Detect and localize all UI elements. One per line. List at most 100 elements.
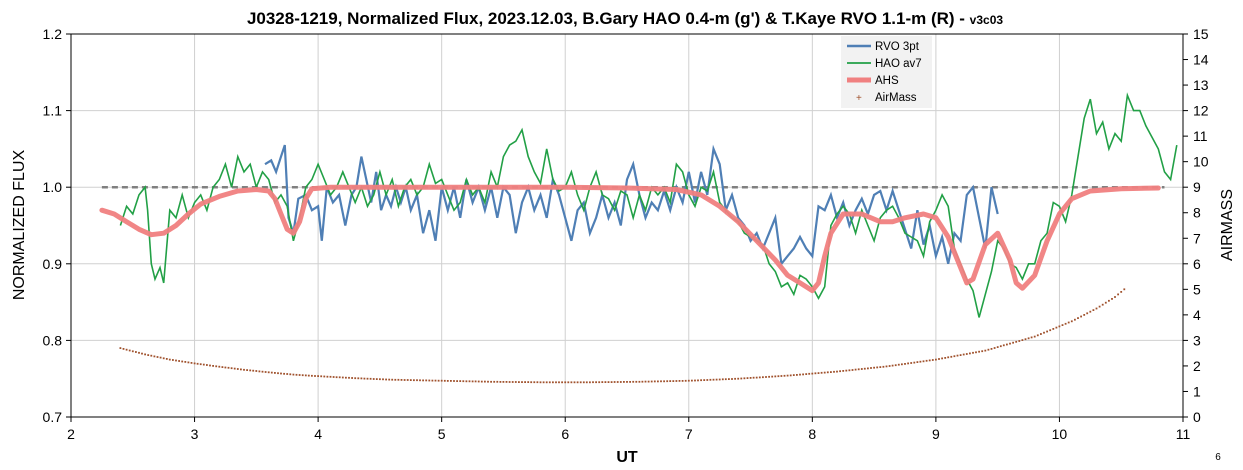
- airmass-point: [434, 379, 437, 382]
- airmass-point: [406, 379, 409, 381]
- airmass-point: [891, 364, 894, 367]
- airmass-point: [446, 380, 449, 382]
- airmass-point: [354, 377, 357, 380]
- airmass-point: [879, 366, 882, 368]
- airmass-point: [450, 380, 452, 382]
- airmass-point: [632, 380, 635, 383]
- airmass-point: [944, 357, 947, 359]
- airmass-point: [468, 380, 471, 383]
- airmass-point: [382, 378, 384, 381]
- legend-label-ahs: AHS: [875, 75, 899, 87]
- airmass-point: [514, 381, 517, 383]
- airmass-point: [653, 380, 656, 383]
- airmass-point: [1049, 329, 1052, 332]
- airmass-point: [601, 381, 604, 383]
- airmass-point: [144, 353, 146, 356]
- airmass-point: [901, 363, 903, 366]
- airmass-point: [870, 367, 872, 369]
- airmass-point: [752, 376, 755, 379]
- airmass-point: [403, 379, 406, 381]
- airmass-point: [536, 381, 539, 384]
- airmass-point: [904, 363, 906, 365]
- airmass-point: [712, 378, 715, 381]
- airmass-point: [687, 379, 690, 382]
- y2-tick-label: 3: [1193, 332, 1201, 348]
- airmass-point: [650, 380, 653, 383]
- airmass-point: [317, 375, 319, 377]
- airmass-point: [922, 360, 925, 363]
- airmass-point: [935, 358, 937, 361]
- airmass-point: [477, 380, 480, 383]
- airmass-point: [1027, 337, 1030, 340]
- airmass-point: [224, 366, 227, 369]
- chart-title: J0328-1219, Normalized Flux, 2023.12.03,…: [247, 9, 1003, 28]
- airmass-point: [141, 352, 143, 355]
- airmass-point: [264, 371, 267, 373]
- airmass-point: [1046, 330, 1048, 333]
- airmass-point: [119, 347, 122, 349]
- airmass-point: [820, 371, 823, 374]
- airmass-point: [894, 364, 897, 367]
- airmass-point: [808, 372, 811, 375]
- airmass-point: [147, 354, 150, 356]
- airmass-point: [1064, 322, 1067, 325]
- airmass-point: [836, 370, 838, 373]
- airmass-point: [206, 364, 208, 366]
- airmass-point: [959, 354, 962, 356]
- airmass-point: [873, 366, 875, 369]
- airmass-point: [524, 381, 526, 383]
- airmass-point: [851, 369, 854, 371]
- page-number: 6: [1215, 452, 1221, 463]
- airmass-point: [366, 377, 369, 380]
- airmass-point: [375, 378, 378, 380]
- airmass-point: [888, 365, 891, 367]
- airmass-point: [453, 380, 455, 382]
- y-axis-title: NORMALIZED FLUX: [11, 150, 28, 301]
- airmass-point: [153, 355, 156, 358]
- airmass-point: [783, 374, 786, 377]
- airmass-point: [610, 381, 613, 383]
- airmass-point: [184, 361, 187, 363]
- airmass-point: [456, 380, 458, 382]
- airmass-point: [830, 371, 832, 373]
- airmass-point: [1092, 309, 1095, 311]
- airmass-point: [734, 377, 736, 380]
- airmass-point: [907, 362, 909, 365]
- airmass-point: [724, 378, 727, 381]
- legend-box: [841, 36, 932, 108]
- airmass-point: [576, 381, 579, 384]
- airmass-point: [552, 381, 554, 384]
- airmass-point: [1095, 307, 1098, 310]
- airmass-point: [644, 380, 647, 383]
- airmass-point: [740, 377, 743, 380]
- airmass-point: [131, 350, 134, 353]
- airmass-point: [956, 354, 959, 357]
- airmass-point: [150, 354, 153, 357]
- airmass-point: [780, 375, 783, 377]
- airmass-point: [240, 368, 242, 371]
- y2-tick-label: 14: [1193, 52, 1209, 68]
- airmass-point: [558, 381, 560, 384]
- airmass-point: [678, 380, 681, 382]
- airmass-point: [799, 373, 801, 376]
- airmass-point: [502, 381, 505, 383]
- airmass-point: [168, 358, 171, 361]
- airmass-point: [919, 360, 922, 363]
- airmass-point: [277, 372, 279, 375]
- y2-tick-label: 0: [1193, 409, 1201, 425]
- airmass-point: [1067, 321, 1070, 324]
- airmass-point: [175, 359, 177, 362]
- airmass-point: [397, 378, 400, 381]
- x-tick-label: 11: [1176, 426, 1191, 442]
- airmass-point: [190, 362, 193, 364]
- airmass-point: [125, 348, 128, 351]
- legend-label-airmass: AirMass: [875, 92, 917, 104]
- airmass-point: [1018, 340, 1021, 342]
- airmass-point: [1074, 318, 1076, 321]
- airmass-point: [335, 376, 338, 379]
- airmass-point: [518, 381, 520, 383]
- airmass-point: [925, 359, 928, 362]
- airmass-point: [474, 380, 477, 383]
- series-line-hao-av7: [119, 92, 1178, 318]
